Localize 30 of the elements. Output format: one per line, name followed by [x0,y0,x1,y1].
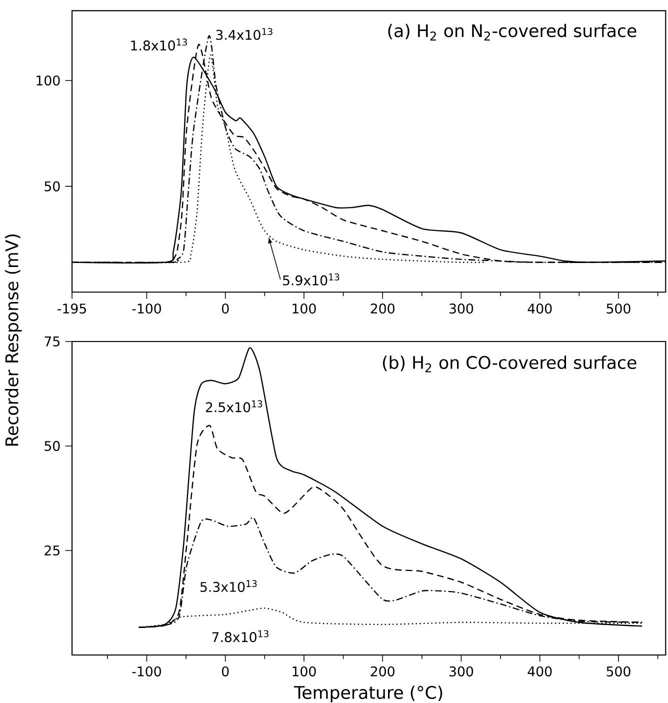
x-tick-label: 400 [528,666,552,676]
x-tick-label: 100 [292,666,316,676]
x-tick-label: 100 [292,304,316,314]
x-tick-label: 400 [528,304,552,314]
series-label: 5.9x10$^{13}$ [282,273,340,286]
x-tick-label: 200 [370,666,394,676]
x-tick-label: 0 [222,304,229,314]
y-tick-label: 50 [44,440,60,452]
series-label: 1.8x10$^{13}$ [131,38,187,51]
text: (a) H$_{2}$ on N$_{2}$-covered surface [388,24,636,40]
y-tick-label: 75 [44,336,60,346]
x-tick-label: -100 [132,666,161,676]
y-tick-label: 50 [44,181,60,192]
text: (b) H$_{2}$ on CO-covered surface [382,356,636,372]
x-tick-label: 500 [606,666,630,676]
x-tick-label: 0 [222,666,229,676]
x-tick-label: -195 [57,304,86,314]
y-axis-title: Recorder Response (mV) [4,234,22,446]
series-label: 2.5x10$^{13}$ [206,400,262,412]
series-label: 3.4x10$^{13}$ [216,28,272,40]
series-label: 7.8x10$^{13}$ [212,630,268,642]
x-tick-label: 300 [449,304,473,314]
y-tick-label: 100 [36,75,60,86]
x-tick-label: 300 [449,666,473,676]
x-tick-label: 500 [606,304,630,314]
series-label: 5.3x10$^{13}$ [200,580,256,592]
y-tick-label: 25 [44,545,60,556]
x-tick-label: -100 [132,304,161,314]
x-tick-label: 200 [370,304,394,314]
x-axis-title: Temperature (°C) [294,686,442,702]
